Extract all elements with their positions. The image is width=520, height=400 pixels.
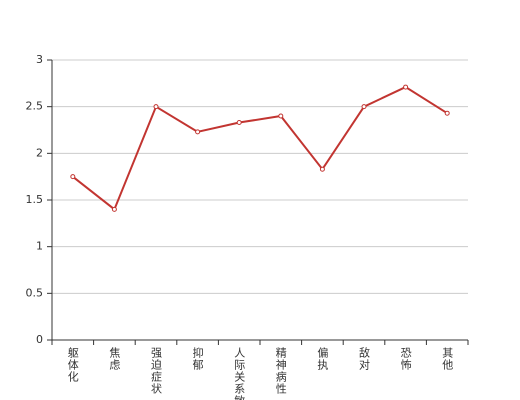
point xyxy=(444,110,450,116)
line xyxy=(72,85,448,211)
y-tick-label: 2 xyxy=(36,146,43,159)
x-tick-label: 恐怖 xyxy=(399,347,412,371)
y-tick-label: 1 xyxy=(36,240,43,253)
point xyxy=(195,129,201,135)
point xyxy=(403,84,409,90)
x-tick-label: 敌对 xyxy=(358,346,371,371)
y-tick-label: 0 xyxy=(36,333,43,346)
point xyxy=(319,166,325,172)
x-tick-label: 其他 xyxy=(441,347,454,371)
y-tick-label: 0.5 xyxy=(26,286,44,299)
y-tick-label: 3 xyxy=(36,53,43,66)
point xyxy=(70,174,76,180)
x-tick-label: 抑郁 xyxy=(191,346,204,371)
y-tick-label: 1.5 xyxy=(26,193,44,206)
x-tick-label: 强迫症状 xyxy=(150,347,163,395)
point xyxy=(361,104,367,110)
x-tick-label: 人际关系敏感 xyxy=(233,347,246,400)
point xyxy=(111,206,117,212)
x-tick-label: 偏执 xyxy=(316,346,329,371)
y-tick-label: 2.5 xyxy=(26,100,44,113)
point xyxy=(278,113,284,119)
point xyxy=(153,104,159,110)
x-tick-label: 焦虑 xyxy=(108,347,121,371)
point xyxy=(236,120,242,126)
x-tick-label: 躯体化 xyxy=(66,347,79,383)
x-tick-label: 精神病性 xyxy=(274,347,287,395)
